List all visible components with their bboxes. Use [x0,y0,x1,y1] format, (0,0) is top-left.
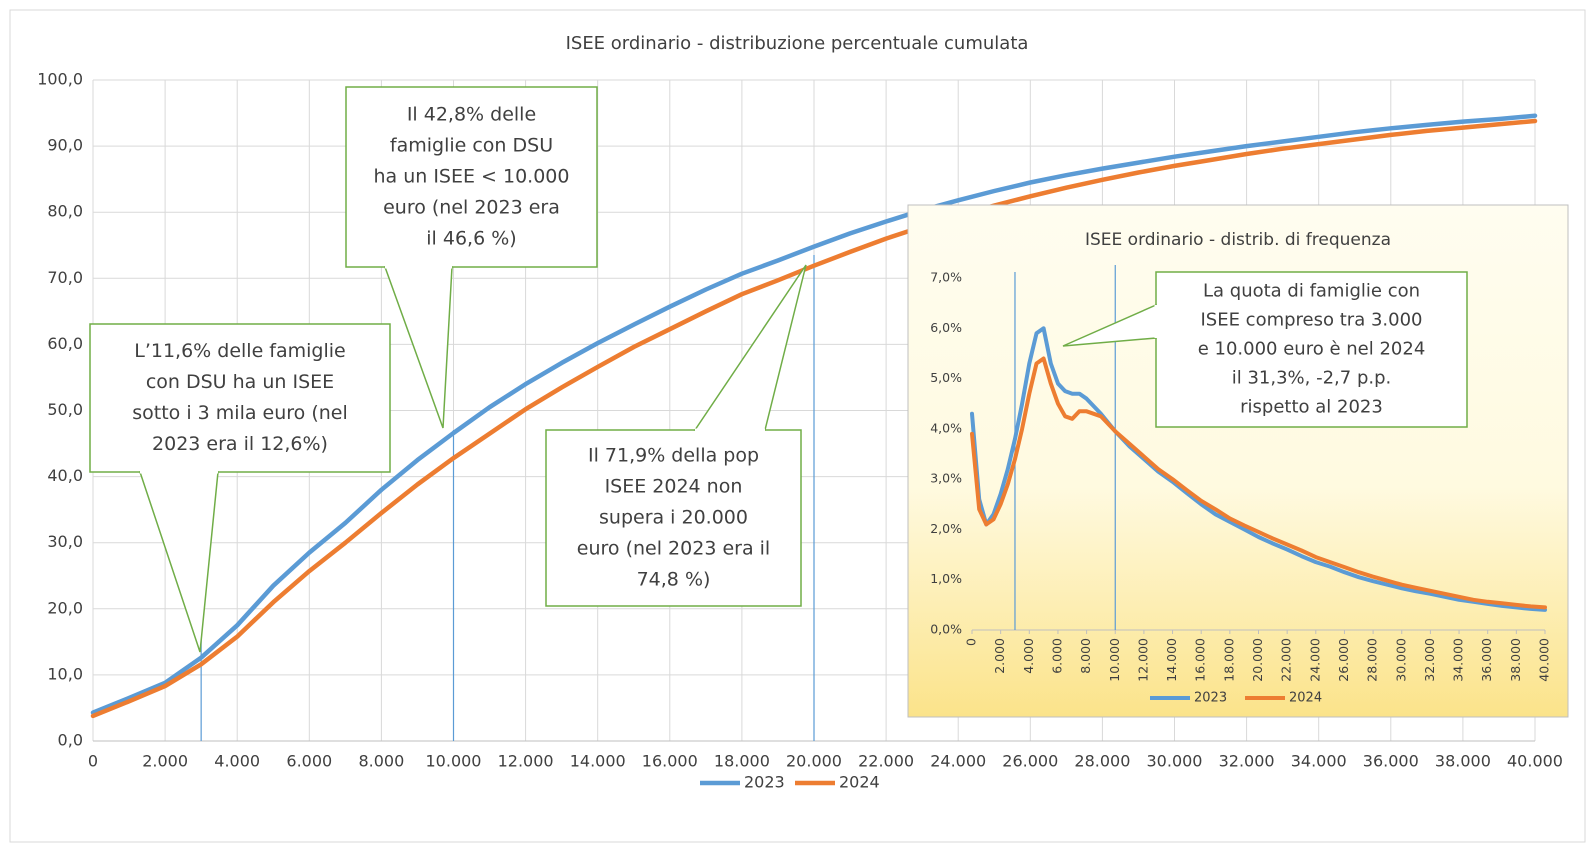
legend-label: 2024 [1289,691,1322,706]
legend-label: 2023 [1194,691,1227,706]
y-tick-label: 5,0% [930,370,962,385]
y-tick-label: 70,0 [47,268,83,287]
callout-box [89,323,391,473]
callout-text: La quota di famiglie con [1203,281,1420,302]
x-tick-label: 16.000 [1193,638,1208,682]
callout-text: L’11,6% delle famiglie [134,340,346,362]
series-line [970,356,1547,610]
x-tick-label: 38.000 [1435,752,1491,771]
callout-box [545,429,802,607]
callout-text: e 10.000 euro è nel 2024 [1198,339,1426,360]
x-tick-label: 26.000 [1002,752,1058,771]
x-tick-label: 24.000 [1307,638,1322,682]
x-tick-label: 30.000 [1147,752,1203,771]
y-tick-label: 3,0% [930,471,962,486]
x-tick-label: 20.000 [786,752,842,771]
x-tick-label: 6.000 [1049,638,1064,674]
y-tick-label: 50,0 [47,400,83,419]
x-tick-label: 2.000 [992,638,1007,674]
x-tick-label: 32.000 [1219,752,1275,771]
x-tick-label: 0 [88,752,98,771]
callout-text: ISEE 2024 non [605,476,743,498]
x-tick-label: 14.000 [570,752,626,771]
x-tick-label: 10.000 [1107,638,1122,682]
callout-text: Il 42,8% delle [407,104,536,126]
callout-text: rispetto al 2023 [1240,397,1383,418]
x-tick-label: 30.000 [1393,638,1408,682]
series-line [970,326,1547,612]
callout-text: sotto i 3 mila euro (nel [132,402,348,424]
callout-text: ha un ISEE < 10.000 [373,166,569,188]
x-tick-label: 4.000 [214,752,260,771]
x-tick-label: 28.000 [1074,752,1130,771]
x-tick-label: 34.000 [1451,638,1466,682]
x-tick-label: 36.000 [1479,638,1494,682]
x-tick-label: 10.000 [426,752,482,771]
x-tick-label: 22.000 [1279,638,1294,682]
x-tick-label: 40.000 [1507,752,1563,771]
callout-text: con DSU ha un ISEE [146,371,334,393]
y-tick-label: 6,0% [930,320,962,335]
x-tick-label: 20.000 [1250,638,1265,682]
x-tick-label: 6.000 [286,752,332,771]
chart-title: ISEE ordinario - distrib. di frequenza [1085,230,1391,250]
callout-box [1155,271,1468,428]
callout-text: 74,8 %) [637,569,711,591]
legend-label: 2024 [839,773,880,792]
inset-chart: ISEE ordinario - distrib. di frequenza 0,… [907,204,1569,718]
callout-text: il 31,3%, -2,7 p.p. [1232,368,1392,389]
callout-text: Il 71,9% della pop [588,445,759,467]
callout-text: il 46,6 %) [426,228,516,250]
y-tick-label: 4,0% [930,420,962,435]
series-line [90,118,1538,719]
series-line [90,113,1538,715]
callout-text: euro (nel 2023 era [383,197,560,219]
x-tick-label: 18.000 [714,752,770,771]
x-tick-label: 40.000 [1537,638,1552,682]
callout-text: supera i 20.000 [599,507,748,529]
y-tick-label: 0,0% [930,622,962,637]
x-tick-label: 32.000 [1422,638,1437,682]
y-tick-label: 10,0 [47,664,83,683]
callout-text: euro (nel 2023 era il [577,538,770,560]
callout-text: 2023 era il 12,6%) [152,433,328,455]
x-tick-label: 16.000 [642,752,698,771]
x-tick-label: 14.000 [1164,638,1179,682]
x-tick-label: 24.000 [930,752,986,771]
y-tick-label: 80,0 [47,202,83,221]
x-tick-label: 8.000 [1078,638,1093,674]
x-tick-label: 26.000 [1336,638,1351,682]
x-tick-label: 8.000 [358,752,404,771]
y-tick-label: 60,0 [47,334,83,353]
y-tick-label: 40,0 [47,466,83,485]
x-tick-label: 22.000 [858,752,914,771]
y-tick-label: 2,0% [930,521,962,536]
legend-label: 2023 [744,773,785,792]
y-tick-label: 30,0 [47,532,83,551]
y-tick-label: 100,0 [37,70,83,89]
y-tick-label: 20,0 [47,598,83,617]
callout-box [345,86,598,268]
x-tick-label: 18.000 [1221,638,1236,682]
x-tick-label: 34.000 [1291,752,1347,771]
y-tick-label: 0,0 [58,731,83,750]
x-tick-label: 28.000 [1365,638,1380,682]
y-tick-label: 90,0 [47,136,83,155]
callout-text: ISEE compreso tra 3.000 [1200,310,1422,331]
callout-text: famiglie con DSU [390,135,553,157]
y-tick-label: 1,0% [930,571,962,586]
x-tick-label: 38.000 [1508,638,1523,682]
chart-title: ISEE ordinario - distribuzione percentua… [566,33,1029,54]
x-tick-label: 12.000 [498,752,554,771]
y-tick-label: 7,0% [930,270,962,285]
x-tick-label: 36.000 [1363,752,1419,771]
x-tick-label: 4.000 [1021,638,1036,674]
x-tick-label: 12.000 [1135,638,1150,682]
x-tick-label: 0 [964,638,979,646]
x-tick-label: 2.000 [142,752,188,771]
